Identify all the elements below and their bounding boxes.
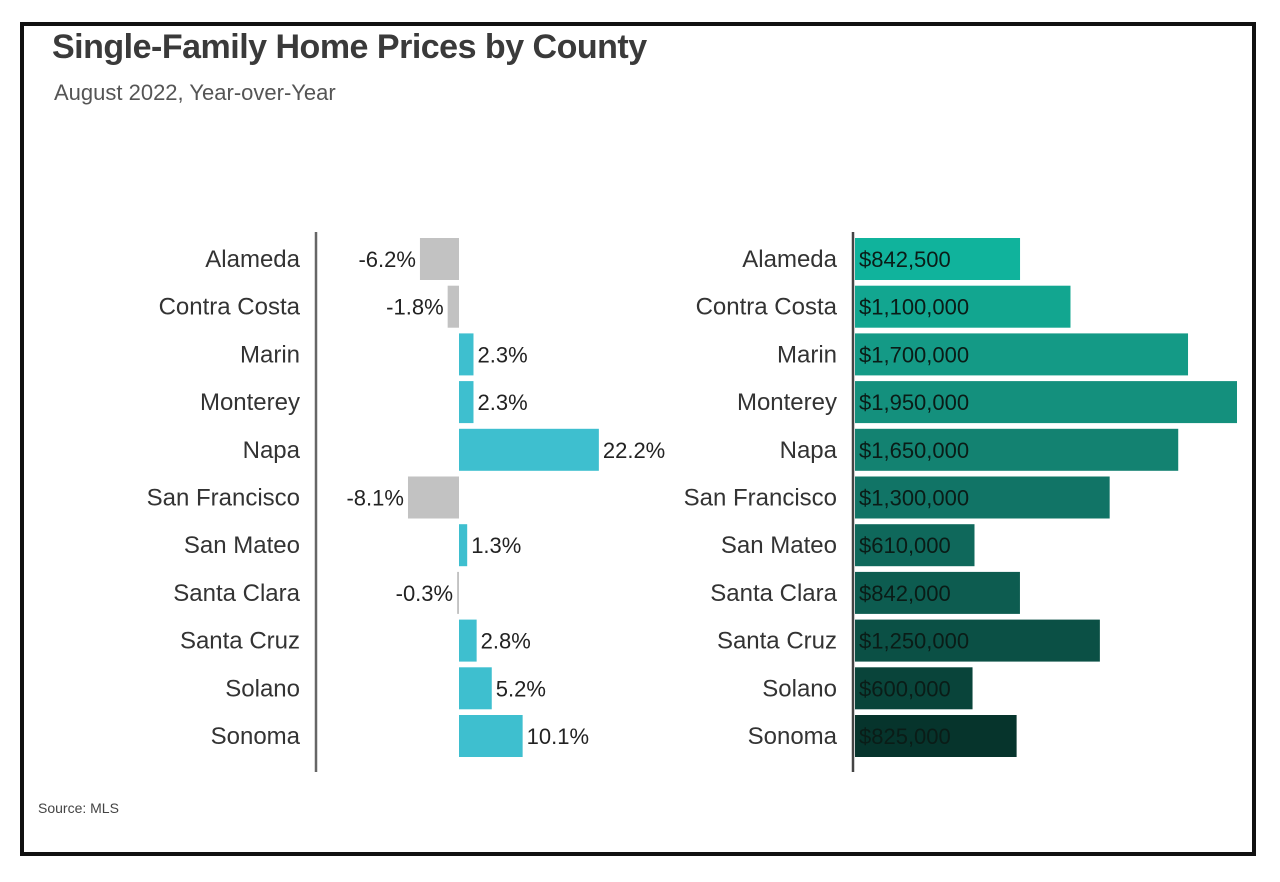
right-category-label: Napa	[780, 437, 838, 464]
price-bar	[855, 476, 1110, 519]
chart-subtitle: August 2022, Year-over-Year	[54, 80, 336, 105]
price-bar	[855, 285, 1071, 328]
left-category-label: San Mateo	[184, 532, 300, 559]
price-data-label: $1,700,000	[859, 342, 969, 367]
yoy-bar	[459, 333, 474, 376]
left-category-label: Sonoma	[211, 723, 301, 750]
yoy-data-label: 1.3%	[471, 533, 521, 558]
price-data-label: $1,950,000	[859, 390, 969, 415]
right-category-label: Alameda	[742, 246, 837, 273]
price-bar	[855, 381, 1237, 424]
yoy-data-label: -8.1%	[346, 486, 403, 511]
yoy-data-label: -0.3%	[396, 581, 453, 606]
price-bar	[855, 571, 1020, 614]
left-category-label: Santa Clara	[173, 580, 300, 607]
yoy-data-label: -6.2%	[358, 247, 415, 272]
yoy-bar	[459, 667, 492, 710]
left-category-label: San Francisco	[147, 485, 300, 512]
yoy-bar	[459, 428, 599, 471]
price-bar	[855, 333, 1189, 376]
price-bar	[855, 619, 1100, 662]
left-category-label: Marin	[240, 341, 300, 368]
left-category-label: Alameda	[205, 246, 300, 273]
yoy-bar	[459, 619, 477, 662]
median-price-chart: Alameda $842,500 Contra Costa $1,100,000 Mar…	[684, 232, 1237, 772]
price-data-label: $1,650,000	[859, 438, 969, 463]
price-bar	[855, 524, 975, 567]
right-category-label: Santa Cruz	[717, 628, 837, 655]
yoy-data-label: -1.8%	[386, 295, 443, 320]
price-data-label: $600,000	[859, 676, 951, 701]
yoy-data-label: 2.3%	[477, 390, 527, 415]
price-bar	[855, 667, 973, 710]
price-data-label: $1,100,000	[859, 295, 969, 320]
price-data-label: $825,000	[859, 724, 951, 749]
yoy-data-label: 2.3%	[477, 342, 527, 367]
yoy-bar	[459, 715, 523, 757]
right-category-label: Solano	[762, 675, 837, 702]
price-data-label: $1,250,000	[859, 629, 969, 654]
right-category-label: Contra Costa	[696, 294, 838, 321]
yoy-data-label: 10.1%	[527, 724, 589, 749]
right-category-label: Santa Clara	[710, 580, 837, 607]
right-category-label: Sonoma	[748, 723, 838, 750]
yoy-bar	[419, 238, 459, 280]
chart-source: Source: MLS	[38, 800, 119, 816]
yoy-bar	[459, 524, 468, 567]
yoy-change-chart: Alameda -6.2% Contra Costa -1.8% Marin 2.3% Mo…	[147, 232, 665, 772]
chart-title: Single-Family Home Prices by County	[52, 28, 647, 66]
price-data-label: $1,300,000	[859, 486, 969, 511]
price-bar	[855, 428, 1179, 471]
price-data-label: $842,500	[859, 247, 951, 272]
yoy-data-label: 2.8%	[481, 629, 531, 654]
yoy-bar	[407, 476, 459, 519]
yoy-data-label: 22.2%	[603, 438, 665, 463]
left-category-label: Santa Cruz	[180, 628, 300, 655]
yoy-bar	[459, 381, 474, 424]
price-bar	[855, 238, 1021, 280]
price-data-label: $842,000	[859, 581, 951, 606]
right-category-label: San Mateo	[721, 532, 837, 559]
right-category-label: Monterey	[737, 389, 837, 416]
left-category-label: Contra Costa	[159, 294, 301, 321]
right-category-label: Marin	[777, 341, 837, 368]
price-data-label: $610,000	[859, 533, 951, 558]
right-category-label: San Francisco	[684, 485, 837, 512]
left-category-label: Monterey	[200, 389, 300, 416]
yoy-bar	[457, 571, 459, 614]
yoy-data-label: 5.2%	[496, 676, 546, 701]
left-category-label: Solano	[225, 675, 300, 702]
yoy-bar	[447, 285, 459, 328]
left-category-label: Napa	[243, 437, 301, 464]
price-bar	[855, 715, 1017, 757]
